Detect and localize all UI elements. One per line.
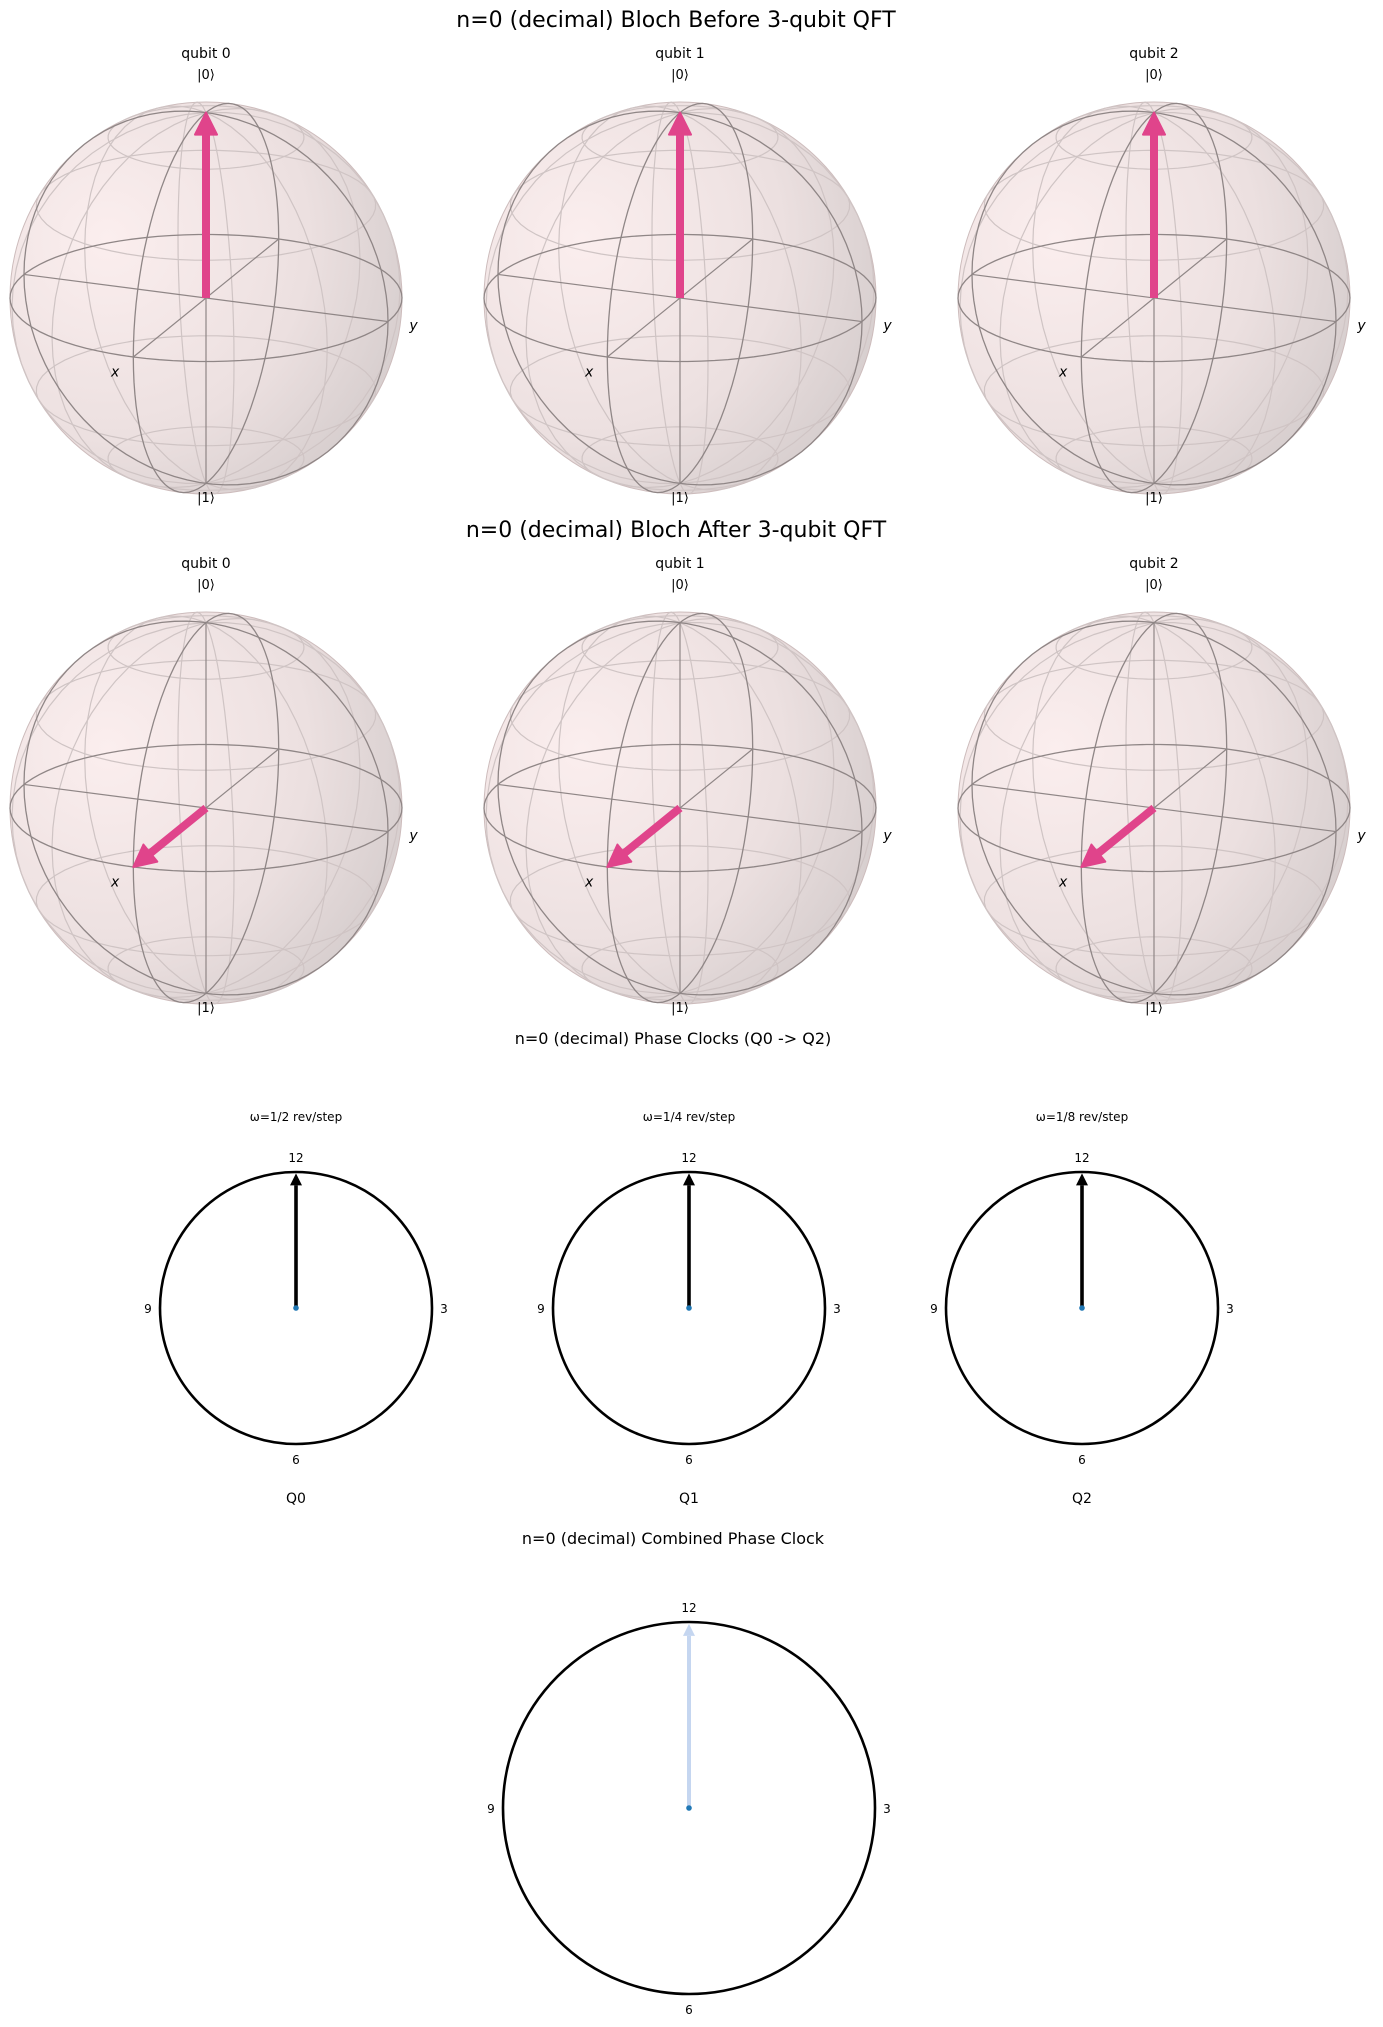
clock-qubit-label: Q1 <box>679 1491 699 1507</box>
before-title: n=0 (decimal) Bloch Before 3-qubit QFT <box>456 8 896 33</box>
after-title: n=0 (decimal) Bloch After 3-qubit QFT <box>466 518 887 543</box>
clock-label-3: 3 <box>883 1802 891 1816</box>
clock-label-9: 9 <box>487 1802 495 1816</box>
state-vector-arrow <box>1095 804 1157 857</box>
qubit-title: qubit 0 <box>181 46 230 62</box>
y-axis-label: y <box>882 828 892 844</box>
x-axis-label: x <box>584 875 594 891</box>
ket0-label: |0⟩ <box>1145 68 1163 83</box>
combined-title: n=0 (decimal) Combined Phase Clock <box>522 1529 825 1548</box>
ket1-label: |1⟩ <box>671 491 689 506</box>
clock-face <box>501 1620 877 1996</box>
clock-label-12: 12 <box>288 1151 303 1165</box>
bloch-panels: qubit 0 |0⟩ |1⟩ x y qubit 1 |0⟩ |1⟩ x y qubit 2 |0⟩… <box>9 46 1366 1016</box>
qubit-title: qubit 2 <box>1129 46 1178 62</box>
ket0-label: |0⟩ <box>671 68 689 83</box>
qubit-title: qubit 1 <box>655 556 704 572</box>
qubit-title: qubit 0 <box>181 556 230 572</box>
clock-label-3: 3 <box>833 1302 841 1316</box>
state-vector-arrow <box>147 804 209 857</box>
x-axis-label: x <box>110 365 120 381</box>
phase-clock-Q0: 12 3 6 9 ω=1/2 rev/step Q0 <box>144 1110 448 1507</box>
ket1-label: |1⟩ <box>197 1001 215 1016</box>
x-axis-label: x <box>110 875 120 891</box>
clock-label-6: 6 <box>685 1453 693 1467</box>
qubit-title: qubit 1 <box>655 46 704 62</box>
bloch-sphere: qubit 2 |0⟩ |1⟩ x y <box>957 46 1366 506</box>
state-vector-arrowhead <box>132 843 159 868</box>
clock-label-6: 6 <box>1078 1453 1086 1467</box>
clock-label-9: 9 <box>537 1302 545 1316</box>
ket1-label: |1⟩ <box>197 491 215 506</box>
clock-qubit-label: Q0 <box>286 1491 306 1507</box>
x-axis-label: x <box>1058 875 1068 891</box>
xz-circle <box>606 612 754 1004</box>
clock-omega-label: ω=1/2 rev/step <box>250 1110 342 1124</box>
clock-center-dot <box>686 1805 692 1811</box>
x-axis-label: x <box>584 365 594 381</box>
clock-label-12: 12 <box>1074 1151 1089 1165</box>
clocks-title: n=0 (decimal) Phase Clocks (Q0 -> Q2) <box>515 1029 832 1048</box>
combined-clock: 12 3 6 9 <box>487 1601 891 2017</box>
clock-center-dot <box>1079 1305 1085 1311</box>
phase-clocks: 12 3 6 9 ω=1/2 rev/step Q0 12 3 6 9 ω=1/4 rev/step… <box>144 1110 1234 1507</box>
xz-circle <box>606 102 754 494</box>
bloch-sphere: qubit 0 |0⟩ |1⟩ x y <box>9 556 418 1016</box>
bloch-sphere: qubit 2 |0⟩ |1⟩ x y <box>957 556 1366 1016</box>
ket0-label: |0⟩ <box>197 68 215 83</box>
state-vector-arrowhead <box>606 843 633 868</box>
y-axis-label: y <box>1356 318 1366 334</box>
bloch-sphere: qubit 1 |0⟩ |1⟩ x y <box>483 46 892 506</box>
clock-label-9: 9 <box>930 1302 938 1316</box>
phase-clock-Q1: 12 3 6 9 ω=1/4 rev/step Q1 <box>537 1110 841 1507</box>
x-axis-label: x <box>1058 365 1068 381</box>
xz-circle <box>1080 612 1228 1004</box>
ket1-label: |1⟩ <box>1145 1001 1163 1016</box>
y-axis-label: y <box>408 828 418 844</box>
xz-circle <box>1080 102 1228 494</box>
phase-clock-Q2: 12 3 6 9 ω=1/8 rev/step Q2 <box>930 1110 1234 1507</box>
clock-center-dot <box>293 1305 299 1311</box>
clock-label-9: 9 <box>144 1302 152 1316</box>
bloch-sphere: qubit 1 |0⟩ |1⟩ x y <box>483 556 892 1016</box>
qubit-title: qubit 2 <box>1129 556 1178 572</box>
state-vector-arrow <box>621 804 683 857</box>
clock-hand-tip <box>290 1173 302 1186</box>
clock-label-6: 6 <box>685 2003 693 2017</box>
y-axis-label: y <box>408 318 418 334</box>
state-vector-arrowhead <box>1142 111 1166 136</box>
clock-face <box>944 1170 1220 1446</box>
ket0-label: |0⟩ <box>671 578 689 593</box>
clock-label-6: 6 <box>292 1453 300 1467</box>
clock-face <box>158 1170 434 1446</box>
state-vector-arrowhead <box>1080 843 1107 868</box>
xz-circle <box>132 102 280 494</box>
ket0-label: |0⟩ <box>1145 578 1163 593</box>
clock-omega-label: ω=1/4 rev/step <box>643 1110 735 1124</box>
combined-phase-clock: 12 3 6 9 <box>487 1601 891 2017</box>
clock-hand-tip <box>1076 1173 1088 1186</box>
bloch-sphere: qubit 0 |0⟩ |1⟩ x y <box>9 46 418 506</box>
state-vector-arrowhead <box>668 111 692 136</box>
state-vector-arrowhead <box>194 111 218 136</box>
clock-hand-tip <box>683 1173 695 1186</box>
y-axis-label: y <box>882 318 892 334</box>
ket0-label: |0⟩ <box>197 578 215 593</box>
clock-label-3: 3 <box>440 1302 448 1316</box>
ket1-label: |1⟩ <box>1145 491 1163 506</box>
clock-qubit-label: Q2 <box>1072 1491 1092 1507</box>
y-axis-label: y <box>1356 828 1366 844</box>
clock-center-dot <box>686 1305 692 1311</box>
ket1-label: |1⟩ <box>671 1001 689 1016</box>
clock-omega-label: ω=1/8 rev/step <box>1036 1110 1128 1124</box>
clock-label-12: 12 <box>681 1601 696 1615</box>
clock-label-12: 12 <box>681 1151 696 1165</box>
xz-circle <box>132 612 280 1004</box>
clock-face <box>551 1170 827 1446</box>
clock-hand-tip <box>683 1623 695 1636</box>
clock-label-3: 3 <box>1226 1302 1234 1316</box>
